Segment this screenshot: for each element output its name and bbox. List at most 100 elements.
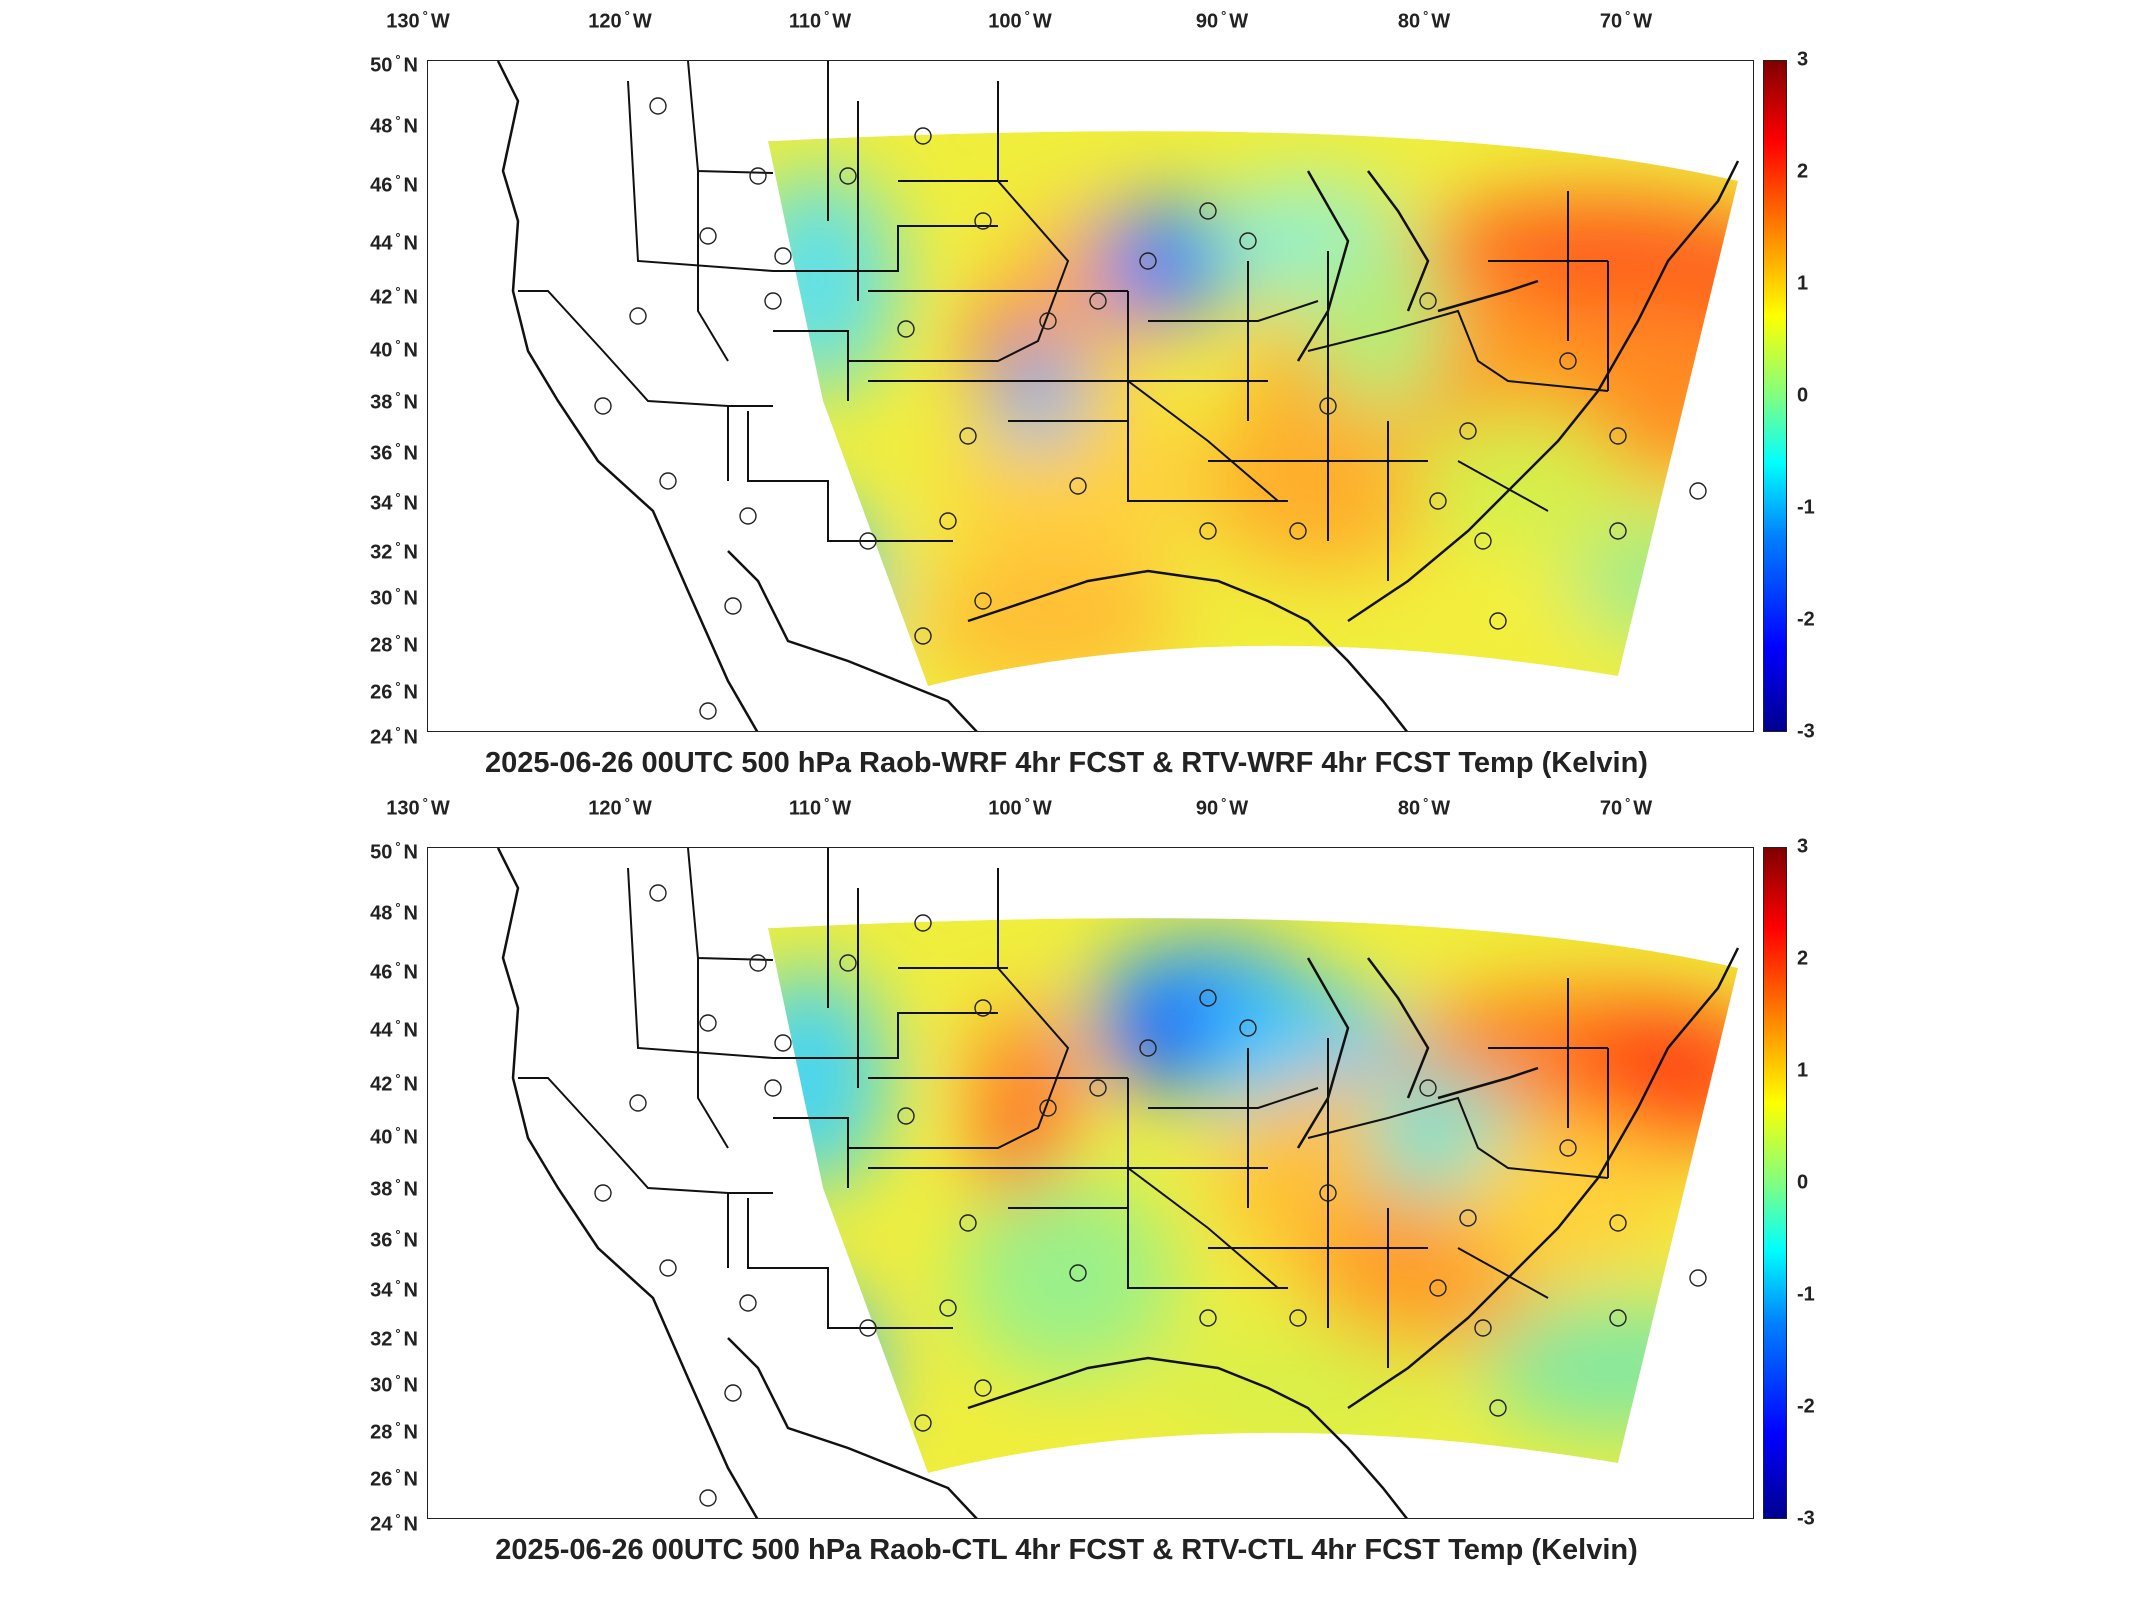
raob-station-marker [739, 1294, 757, 1312]
raob-station-marker [764, 1079, 782, 1097]
raob-station-marker [764, 292, 782, 310]
raob-station-marker [1474, 1319, 1492, 1337]
field-blob [1098, 201, 1238, 321]
latitude-tick-label: 30 ° N [370, 585, 418, 610]
raob-station-marker [774, 1034, 792, 1052]
latitude-tick-label: 34 ° N [370, 1277, 418, 1302]
raob-station-marker [974, 592, 992, 610]
raob-station-marker [839, 167, 857, 185]
state-boundary [848, 81, 1070, 362]
longitude-tick-label: 110 ° W [788, 795, 852, 820]
raob-station-marker [914, 1414, 932, 1432]
raob-station-marker [974, 212, 992, 230]
state-boundary [518, 290, 773, 407]
raob-station-marker [1089, 292, 1107, 310]
raob-station-marker [699, 1489, 717, 1507]
map-panel-bottom: 130 ° W 120 ° W 110 ° W 100 ° W 90 ° W 80 ° W 70 ° W 50 ° N 48 °… [0, 787, 2133, 1587]
raob-station-marker [1609, 427, 1627, 445]
temperature-difference-map [496, 848, 1740, 1518]
field-blob [1148, 1328, 1448, 1448]
temperature-difference-map [496, 61, 1740, 731]
map-frame [427, 60, 1754, 732]
raob-station-marker [1429, 492, 1447, 510]
raob-station-marker [1199, 522, 1217, 540]
field-blob [1308, 231, 1448, 411]
latitude-tick-label: 40 ° N [370, 1124, 418, 1149]
latitude-tick-label: 46 ° N [370, 172, 418, 197]
raob-station-marker [1474, 532, 1492, 550]
temperature-field [768, 918, 1738, 1473]
raob-station-marker [1419, 292, 1437, 310]
raob-station-marker [594, 1184, 612, 1202]
field-blob [1478, 1298, 1738, 1438]
longitude-tick-label: 110 ° W [788, 8, 852, 33]
raob-station-marker [749, 167, 767, 185]
colorbar-tick-label: 3 [1797, 48, 1809, 71]
raob-station-marker [1609, 1309, 1627, 1327]
state-boundary [1127, 1167, 1279, 1289]
raob-station-marker [774, 247, 792, 265]
raob-station-marker [1319, 1184, 1337, 1202]
raob-station-marker [1089, 1079, 1107, 1097]
colorbar-tick-label: 1 [1797, 1059, 1809, 1082]
temperature-field [768, 131, 1738, 686]
state-boundary [773, 330, 849, 401]
raob-station-marker [1199, 1309, 1217, 1327]
latitude-tick-label: 42 ° N [370, 1071, 418, 1096]
colorbar-tick-label: 2 [1797, 947, 1809, 970]
raob-station-marker [649, 884, 667, 902]
longitude-tick-label: 120 ° W [588, 8, 652, 33]
raob-station-marker [897, 320, 915, 338]
state-boundary [848, 868, 1070, 1149]
raob-station-marker [699, 1014, 717, 1032]
colorbar-tick-label: 0 [1797, 1171, 1809, 1194]
longitude-tick-label: 100 ° W [988, 795, 1052, 820]
raob-station-marker [594, 397, 612, 415]
raob-station-marker [914, 627, 932, 645]
raob-station-marker [959, 427, 977, 445]
raob-station-marker [1559, 1139, 1577, 1157]
state-boundary [1148, 1087, 1319, 1109]
latitude-tick-label: 40 ° N [370, 337, 418, 362]
longitude-tick-label: 80 ° W [1397, 8, 1451, 33]
raob-station-marker [1609, 522, 1627, 540]
latitude-tick-label: 36 ° N [370, 1227, 418, 1252]
raob-station-marker [1459, 1209, 1477, 1227]
state-boundary [697, 958, 729, 1149]
field-blob [768, 968, 888, 1188]
state-boundary [1307, 1096, 1609, 1179]
raob-station-marker [1139, 252, 1157, 270]
raob-station-marker [1319, 397, 1337, 415]
colorbar-tick-label: 1 [1797, 272, 1809, 295]
state-boundary [747, 1198, 953, 1329]
state-boundary [1008, 1207, 1288, 1289]
state-boundary [687, 848, 774, 961]
raob-station-marker [1429, 1279, 1447, 1297]
latitude-tick-label: 26 ° N [370, 679, 418, 704]
raob-station-marker [659, 1259, 677, 1277]
raob-station-marker [1039, 1099, 1057, 1117]
raob-station-marker [859, 1319, 877, 1337]
field-blob [1568, 521, 1738, 641]
raob-station-marker [1069, 477, 1087, 495]
state-boundary [1457, 1247, 1549, 1299]
latitude-tick-label: 48 ° N [370, 900, 418, 925]
latitude-tick-label: 34 ° N [370, 490, 418, 515]
raob-station-marker [939, 512, 957, 530]
colorbar-tick-label: -1 [1797, 496, 1815, 519]
longitude-tick-label: 130 ° W [386, 795, 450, 820]
colorbar [1763, 847, 1787, 1519]
coastline [496, 61, 1740, 731]
coastline [496, 848, 1740, 1518]
raob-station-marker [699, 227, 717, 245]
colorbar-tick-label: -3 [1797, 720, 1815, 743]
raob-station-marker [859, 532, 877, 550]
latitude-tick-label: 38 ° N [370, 1176, 418, 1201]
raob-station-marker [959, 1214, 977, 1232]
latitude-tick-label: 32 ° N [370, 1326, 418, 1351]
state-boundary [1127, 380, 1279, 502]
field-blob [1458, 1118, 1678, 1278]
longitude-tick-label: 70 ° W [1599, 8, 1653, 33]
state-boundary [1307, 309, 1609, 392]
latitude-tick-label: 44 ° N [370, 230, 418, 255]
